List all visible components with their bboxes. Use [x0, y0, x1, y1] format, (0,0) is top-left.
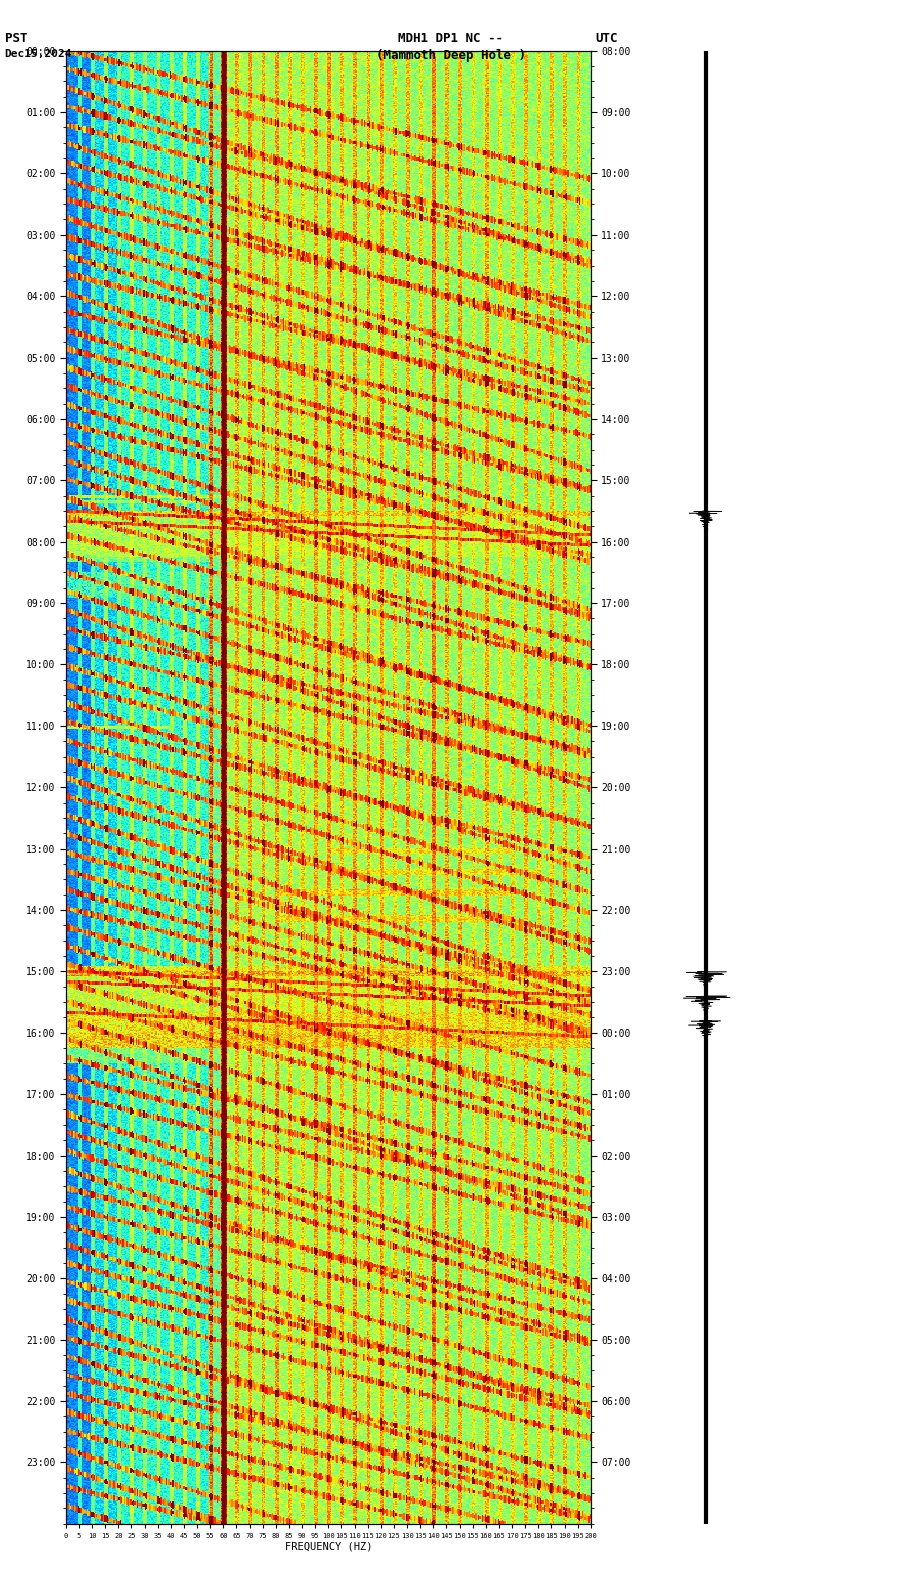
Text: PST: PST [5, 32, 27, 44]
Text: MDH1 DP1 NC --: MDH1 DP1 NC -- [399, 32, 503, 44]
Text: UTC: UTC [595, 32, 618, 44]
Text: Dec15,2024: Dec15,2024 [5, 49, 72, 59]
Text: (Mammoth Deep Hole ): (Mammoth Deep Hole ) [376, 49, 526, 62]
X-axis label: FREQUENCY (HZ): FREQUENCY (HZ) [284, 1541, 373, 1552]
